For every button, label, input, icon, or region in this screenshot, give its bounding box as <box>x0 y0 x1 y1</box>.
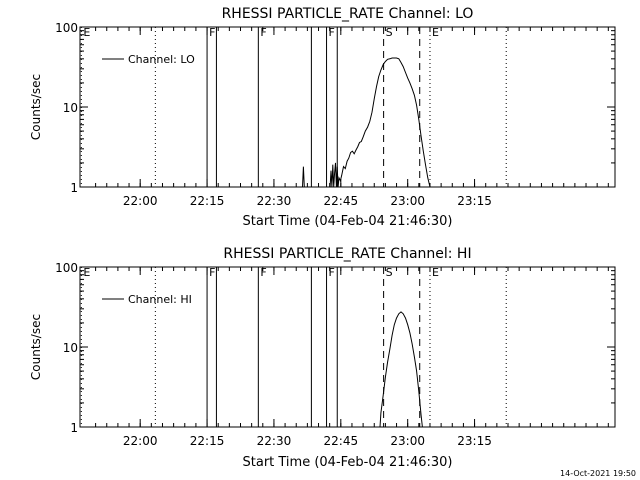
chart-panel-lo: RHESSI PARTICLE_RATE Channel: LO 1 10 100 22… <box>29 6 616 229</box>
generated-timestamp: 14-Oct-2021 19:50 <box>560 469 636 478</box>
event-marker-label: F <box>209 26 215 39</box>
legend-label: Channel: LO <box>128 53 195 66</box>
x-tick-label: 22:15 <box>190 434 225 448</box>
event-marker-label: F <box>209 266 215 279</box>
x-axis-label: Start Time (04-Feb-04 21:46:30) <box>243 455 453 470</box>
y-axis-label: Counts/sec <box>29 314 43 380</box>
x-tick-label: 22:30 <box>257 194 292 208</box>
x-tick-label: 22:00 <box>123 434 158 448</box>
event-marker-label: S <box>386 266 393 279</box>
legend-label: Channel: HI <box>128 293 192 306</box>
event-marker-label: S <box>386 26 393 39</box>
chart-panel-hi: RHESSI PARTICLE_RATE Channel: HI 1 10 100 22… <box>29 246 616 470</box>
x-tick-label: 22:45 <box>324 194 359 208</box>
event-marker-label: E <box>83 266 90 279</box>
y-tick-label: 10 <box>63 101 78 115</box>
plot-frame <box>79 266 616 428</box>
x-tick-label: 22:15 <box>190 194 225 208</box>
x-tick-label: 23:15 <box>457 194 492 208</box>
event-marker-label: E <box>432 26 439 39</box>
x-tick-label: 23:00 <box>390 434 425 448</box>
x-tick-label: 23:00 <box>390 194 425 208</box>
event-marker-label: F <box>329 26 335 39</box>
event-marker-label: F <box>260 26 266 39</box>
y-tick-label: 100 <box>55 261 78 275</box>
event-marker-label: E <box>83 26 90 39</box>
x-tick-label: 23:15 <box>457 434 492 448</box>
chart-title: RHESSI PARTICLE_RATE Channel: LO <box>222 6 474 22</box>
x-axis-label: Start Time (04-Feb-04 21:46:30) <box>243 214 453 229</box>
event-marker-label: E <box>432 266 439 279</box>
chart-title: RHESSI PARTICLE_RATE Channel: HI <box>223 246 471 262</box>
event-marker-label: F <box>329 266 335 279</box>
x-tick-label: 22:45 <box>324 434 359 448</box>
x-tick-label: 22:00 <box>123 194 158 208</box>
series-line-channel-hi <box>379 311 423 428</box>
series-line-channel-lo <box>302 57 431 188</box>
event-marker-label: F <box>260 266 266 279</box>
y-tick-label: 1 <box>70 181 78 195</box>
plot-frame <box>79 26 616 188</box>
y-tick-label: 100 <box>55 21 78 35</box>
y-axis-label: Counts/sec <box>29 74 43 140</box>
y-tick-label: 1 <box>70 421 78 435</box>
y-tick-label: 10 <box>63 341 78 355</box>
x-tick-label: 22:30 <box>257 434 292 448</box>
